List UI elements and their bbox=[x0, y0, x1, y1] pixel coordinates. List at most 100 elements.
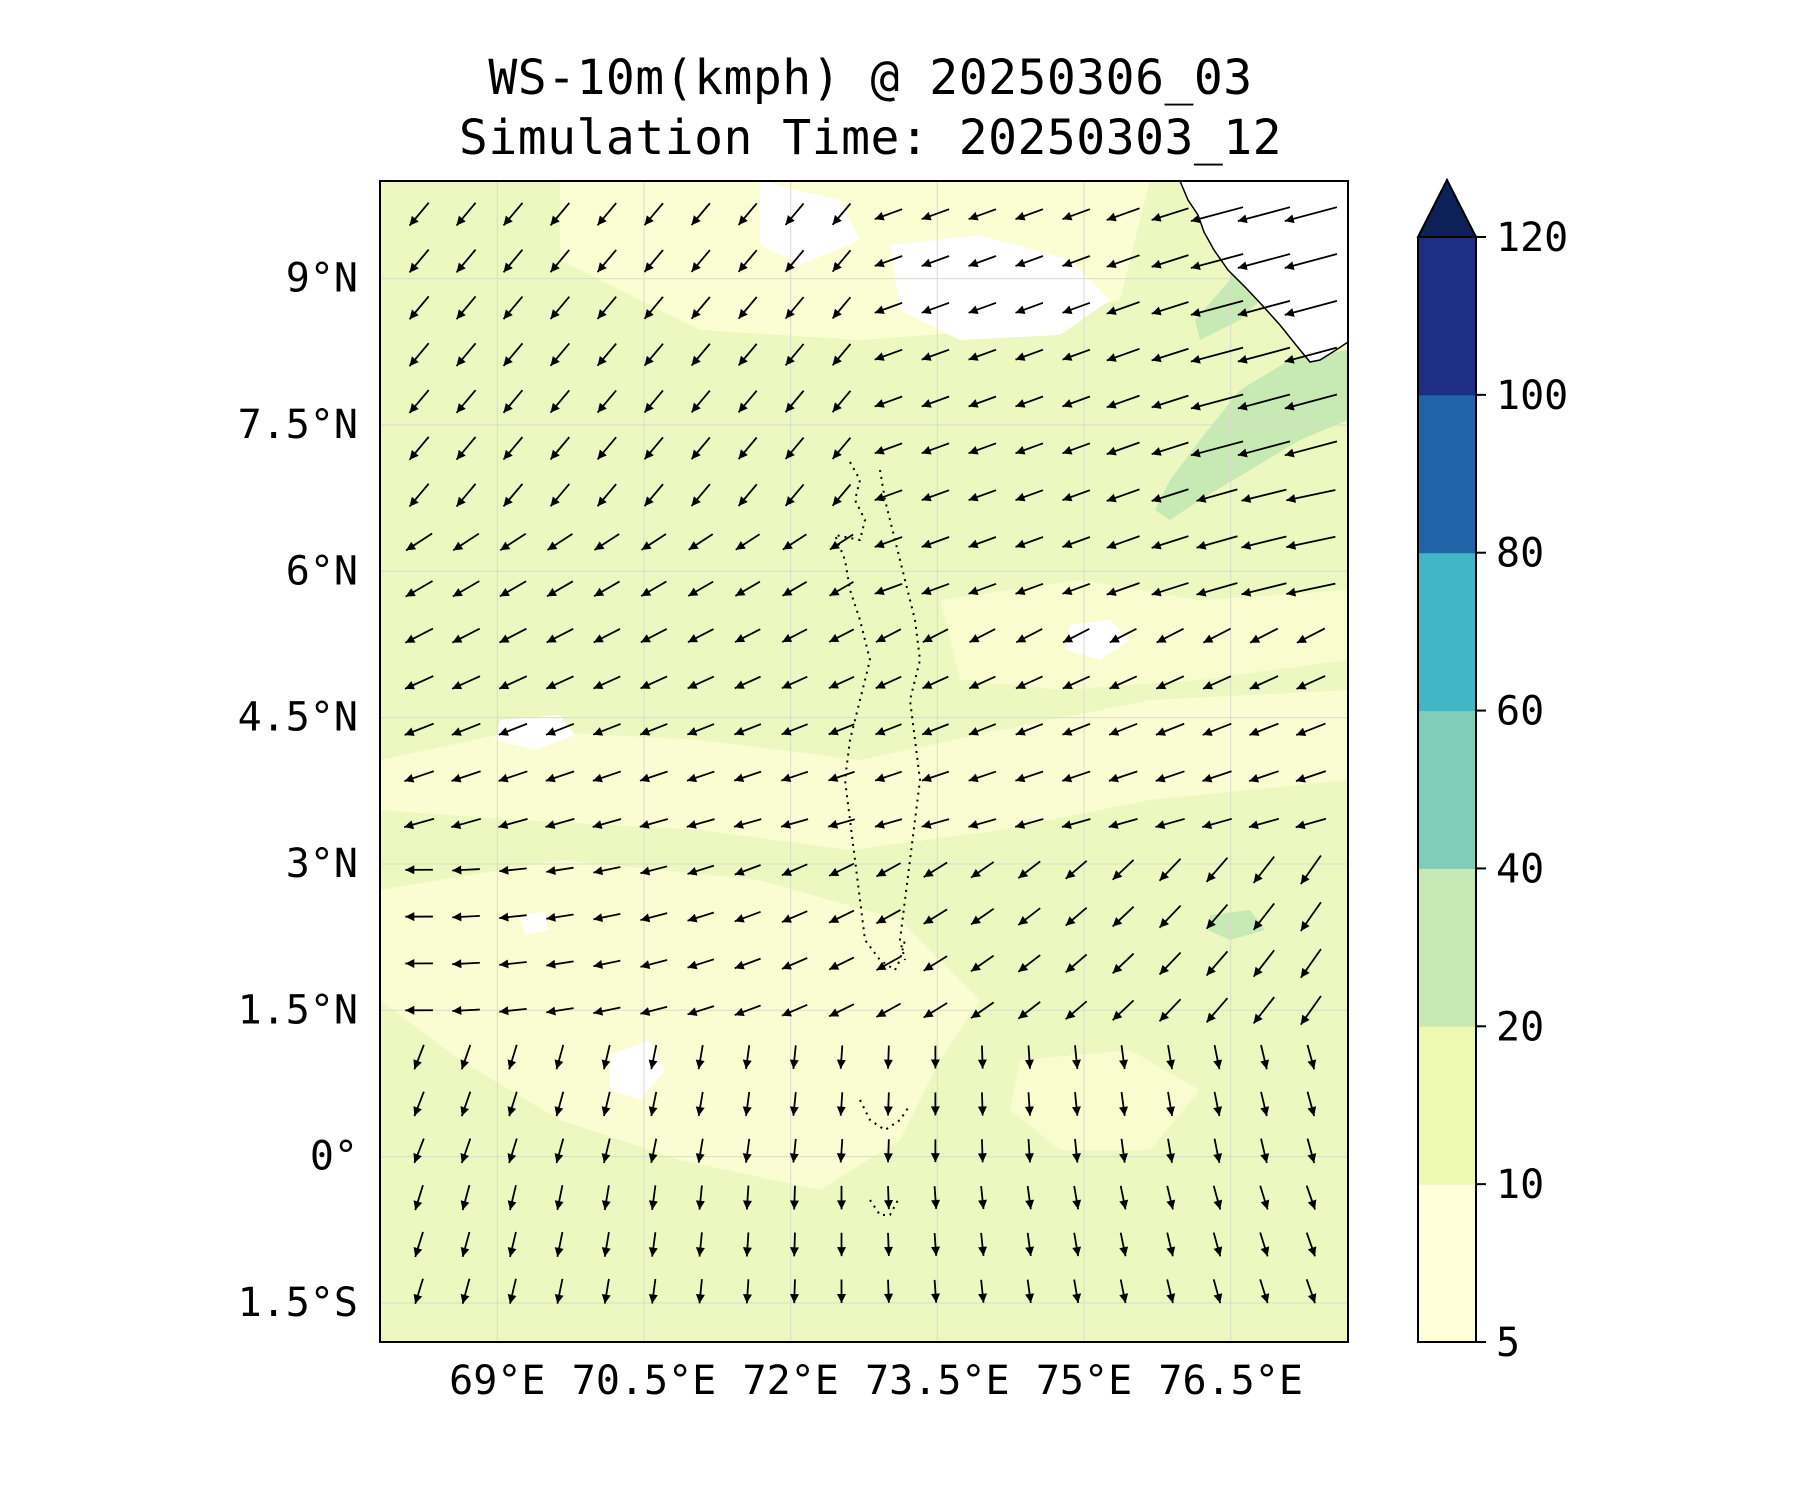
wind-vector bbox=[1296, 675, 1326, 690]
wind-vector bbox=[1166, 1138, 1176, 1163]
wind-vector bbox=[596, 296, 617, 320]
wind-vector bbox=[498, 817, 528, 829]
wind-vector bbox=[502, 483, 524, 508]
wind-vector bbox=[968, 770, 997, 783]
wind-vector bbox=[554, 1138, 565, 1164]
map-frame bbox=[379, 180, 1349, 1343]
wind-vector bbox=[690, 389, 711, 413]
wind-vector bbox=[1119, 1045, 1128, 1070]
wind-vector bbox=[1237, 253, 1291, 271]
wind-vector bbox=[1305, 1232, 1317, 1257]
wind-vector bbox=[836, 1045, 846, 1069]
wind-vector bbox=[784, 343, 805, 366]
wind-vector bbox=[827, 818, 856, 829]
wind-vector bbox=[1015, 628, 1043, 644]
wind-vector bbox=[737, 202, 758, 226]
wind-vector bbox=[643, 389, 664, 414]
wind-vector bbox=[643, 249, 664, 273]
wind-vector bbox=[593, 912, 621, 923]
wind-vector bbox=[874, 395, 903, 408]
wind-vector bbox=[828, 723, 855, 736]
wind-vector bbox=[970, 954, 995, 973]
wind-vector bbox=[502, 202, 524, 227]
wind-vector bbox=[836, 1092, 846, 1116]
wind-vector bbox=[643, 296, 664, 320]
wind-vector bbox=[507, 1278, 517, 1304]
wind-vector bbox=[546, 533, 573, 551]
wind-vector bbox=[733, 818, 762, 829]
wind-vector bbox=[874, 582, 903, 595]
wind-vector bbox=[734, 1004, 761, 1017]
wind-vector bbox=[978, 1279, 988, 1303]
wind-vector bbox=[403, 817, 435, 830]
wind-vector bbox=[1284, 253, 1338, 271]
wind-vector bbox=[404, 675, 434, 690]
wind-vector bbox=[639, 818, 669, 829]
wind-vector bbox=[931, 1186, 941, 1210]
wind-vector bbox=[690, 202, 711, 226]
wind-vector bbox=[1062, 301, 1091, 314]
wind-vector bbox=[413, 1184, 424, 1211]
wind-vector bbox=[499, 1006, 527, 1016]
wind-vector bbox=[546, 1006, 574, 1016]
wind-vector bbox=[1106, 254, 1140, 269]
wind-vector bbox=[507, 1044, 518, 1070]
wind-vector bbox=[1151, 207, 1189, 222]
wind-vector bbox=[413, 1231, 424, 1258]
wind-vector bbox=[1072, 1279, 1082, 1304]
wind-vector bbox=[1072, 1185, 1082, 1210]
wind-vector bbox=[1071, 1045, 1081, 1070]
wind-vector bbox=[1065, 860, 1088, 880]
wind-vector bbox=[554, 1091, 565, 1117]
wind-vector bbox=[968, 723, 997, 736]
wind-vector bbox=[452, 627, 481, 644]
wind-vector bbox=[455, 483, 477, 508]
wind-vector bbox=[546, 628, 574, 644]
wind-vector bbox=[695, 1185, 705, 1210]
wind-vector bbox=[695, 1138, 705, 1163]
wind-vector bbox=[601, 1091, 611, 1117]
colorbar-tick-label: 10 bbox=[1496, 1162, 1544, 1208]
wind-vector bbox=[1015, 536, 1044, 549]
wind-vector bbox=[921, 582, 950, 595]
wind-vector bbox=[831, 437, 852, 460]
wind-vector bbox=[922, 675, 949, 690]
wind-vector bbox=[789, 1092, 799, 1116]
wind-vector bbox=[735, 533, 761, 551]
wind-vector bbox=[1017, 1001, 1041, 1020]
wind-vector bbox=[781, 1004, 808, 1017]
colorbar-band bbox=[1418, 394, 1476, 554]
wind-vector bbox=[549, 249, 570, 273]
wind-vector bbox=[601, 1044, 611, 1070]
wind-vector bbox=[554, 1278, 564, 1304]
wind-vector bbox=[923, 861, 948, 878]
wind-vector bbox=[742, 1138, 752, 1163]
wind-vector bbox=[690, 249, 711, 273]
lat-tick-label: 1.5°N bbox=[238, 987, 358, 1033]
wind-vector bbox=[639, 770, 668, 783]
wind-vector bbox=[1151, 488, 1189, 503]
wind-vector bbox=[640, 959, 668, 970]
wind-vector bbox=[968, 818, 997, 829]
wind-vector bbox=[1237, 206, 1291, 224]
wind-vector bbox=[1108, 770, 1138, 783]
wind-vector bbox=[923, 908, 948, 925]
wind-vector bbox=[1112, 906, 1135, 928]
lon-tick-label: 70.5°E bbox=[572, 1358, 717, 1404]
wind-vector bbox=[643, 343, 664, 367]
wind-vector bbox=[1025, 1279, 1035, 1303]
wind-vector bbox=[404, 770, 435, 783]
wind-vector bbox=[1286, 582, 1336, 597]
wind-vector bbox=[451, 722, 481, 736]
wind-vector bbox=[593, 866, 621, 876]
lat-tick-label: 3°N bbox=[286, 841, 358, 887]
wind-vector bbox=[734, 628, 761, 643]
wind-vector bbox=[413, 1278, 424, 1305]
wind-vector bbox=[1062, 255, 1091, 268]
wind-vector bbox=[1119, 1185, 1129, 1210]
wind-vector bbox=[499, 959, 527, 969]
wind-vector bbox=[921, 489, 950, 502]
wind-vector bbox=[875, 955, 901, 971]
wind-vector bbox=[829, 533, 854, 551]
wind-vector bbox=[969, 628, 996, 644]
